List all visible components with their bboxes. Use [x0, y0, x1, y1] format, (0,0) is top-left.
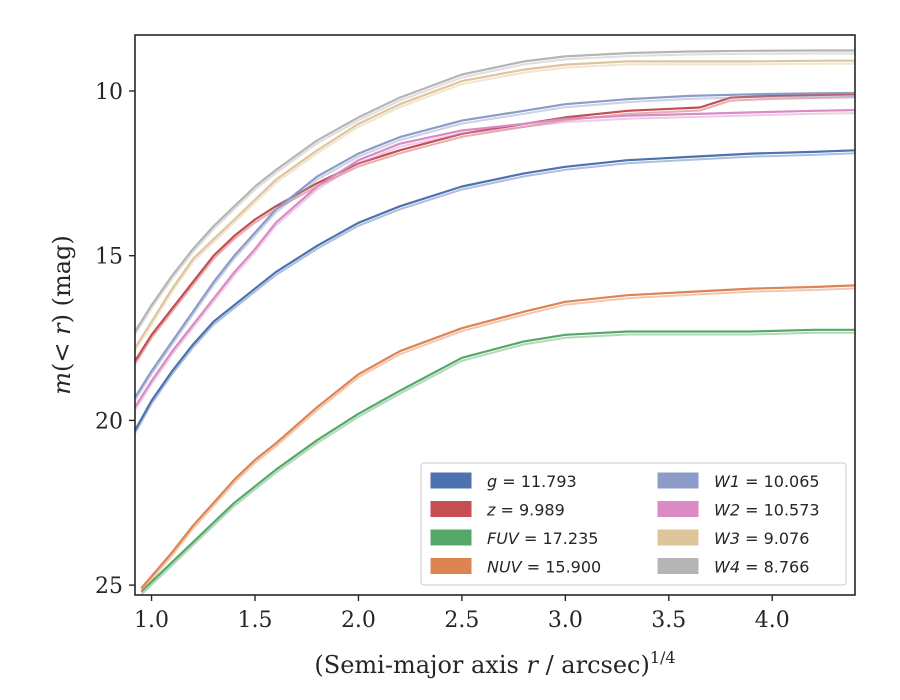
x-tick-label-2: 2.0 [341, 608, 376, 633]
series-line-4 [134, 91, 856, 398]
legend-entry-1: z = 9.989 [430, 501, 565, 520]
x-tick-label-3: 2.5 [444, 608, 479, 633]
y-axis: 10 15 20 25 [95, 80, 135, 599]
x-tick-label-1: 1.5 [238, 608, 273, 633]
legend-entry-4: W1 = 10.065 [657, 472, 820, 491]
legend-swatch-7 [657, 558, 699, 574]
legend-swatch-1 [430, 501, 472, 517]
legend-entry-7: W4 = 8.766 [657, 558, 809, 577]
series-line-0 [134, 149, 856, 431]
series-line-7 [134, 49, 855, 333]
plot-frame [134, 34, 856, 596]
legend-swatch-6 [657, 529, 699, 546]
legend-entry-6: W3 = 9.076 [657, 529, 809, 548]
legend-swatch-2 [430, 529, 472, 546]
series-band-5 [134, 112, 856, 411]
x-tick-label-4: 3.0 [548, 608, 583, 633]
legend-label-7: W4 = 8.766 [714, 558, 809, 577]
legend-entry-2: FUV = 17.235 [430, 529, 598, 548]
legend-label-4: W1 = 10.065 [714, 472, 820, 491]
series-line-1 [134, 93, 856, 362]
legend-label-5: W2 = 10.573 [714, 501, 820, 520]
legend-entry-0: g = 11.793 [430, 472, 577, 491]
series-band-0 [134, 152, 856, 434]
legend-label-1: z = 9.989 [486, 501, 565, 520]
legend-box [420, 462, 847, 586]
legend-entry-3: NUV = 15.900 [430, 558, 601, 577]
y-tick-label-0: 10 [95, 80, 123, 105]
y-tick-label-3: 25 [95, 574, 123, 599]
series-band-1 [134, 96, 856, 365]
series-band-3 [140, 287, 856, 593]
legend-swatch-4 [657, 472, 699, 489]
series-band-4 [134, 95, 856, 401]
series-line-3 [140, 284, 856, 590]
series-band-2 [140, 331, 855, 596]
legend-swatch-3 [430, 558, 472, 574]
legend-label-2: FUV = 17.235 [487, 529, 598, 548]
x-tick-label-5: 3.5 [651, 608, 686, 633]
series-layer [134, 49, 856, 596]
y-axis-label: m(< r) (mag) [48, 235, 76, 395]
series-band-6 [134, 62, 855, 352]
series-band-7 [134, 52, 855, 336]
legend-label-0: g = 11.793 [487, 472, 577, 491]
x-tick-label-0: 1.0 [134, 608, 169, 633]
legend: g = 11.793 z = 9.989 FUV = 17.235 NUV = 15.… [420, 462, 847, 586]
y-tick-label-1: 15 [95, 245, 123, 270]
legend-label-3: NUV = 15.900 [487, 558, 601, 577]
series-line-2 [140, 328, 855, 593]
legend-swatch-0 [430, 472, 472, 489]
x-tick-label-6: 4.0 [755, 608, 790, 633]
series-line-5 [134, 109, 856, 408]
x-axis: 1.0 1.5 2.0 2.5 3.0 3.5 4.0 [134, 595, 790, 633]
x-axis-label: (Semi-major axis r / arcsec)1/4 [314, 648, 675, 679]
legend-swatch-5 [657, 501, 699, 517]
series-line-6 [134, 59, 855, 349]
y-tick-label-2: 20 [95, 409, 123, 434]
legend-label-6: W3 = 9.076 [714, 529, 809, 548]
legend-entry-5: W2 = 10.573 [657, 501, 820, 520]
